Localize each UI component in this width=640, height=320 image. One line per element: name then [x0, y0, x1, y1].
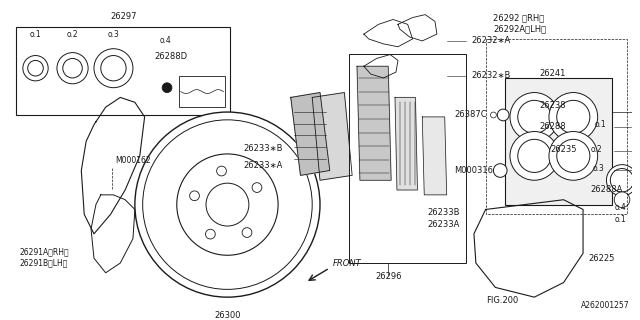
Circle shape: [493, 164, 507, 177]
Text: o.3: o.3: [593, 164, 605, 173]
Bar: [349, 53, 466, 263]
Text: 26233∗B: 26233∗B: [243, 144, 283, 153]
Circle shape: [206, 183, 249, 226]
Circle shape: [205, 229, 215, 239]
Text: o.1: o.1: [595, 120, 606, 129]
Bar: [16, 27, 230, 115]
Circle shape: [614, 192, 630, 208]
Circle shape: [497, 109, 509, 121]
Circle shape: [189, 191, 200, 201]
Text: 26296: 26296: [375, 272, 401, 281]
Polygon shape: [291, 92, 330, 175]
Circle shape: [23, 56, 48, 81]
Circle shape: [143, 120, 312, 289]
Circle shape: [549, 132, 598, 180]
Text: o.4: o.4: [159, 36, 171, 45]
Circle shape: [28, 60, 44, 76]
Text: 26241: 26241: [540, 68, 566, 77]
Text: o.2: o.2: [591, 145, 602, 154]
Circle shape: [518, 139, 551, 172]
Text: A262001257: A262001257: [581, 301, 630, 310]
Circle shape: [510, 132, 559, 180]
Circle shape: [100, 56, 126, 81]
Circle shape: [607, 165, 637, 196]
Text: 26225: 26225: [588, 254, 614, 263]
Circle shape: [557, 100, 590, 133]
Polygon shape: [312, 92, 352, 180]
Circle shape: [557, 139, 590, 172]
Circle shape: [135, 112, 320, 297]
Circle shape: [242, 228, 252, 237]
Circle shape: [94, 49, 133, 88]
Text: FRONT: FRONT: [333, 259, 362, 268]
Polygon shape: [395, 97, 417, 190]
Circle shape: [549, 92, 598, 141]
Polygon shape: [357, 66, 391, 180]
Text: 26233B: 26233B: [427, 208, 460, 217]
Text: o.1: o.1: [614, 215, 626, 224]
Circle shape: [217, 166, 227, 176]
Circle shape: [510, 92, 559, 141]
Polygon shape: [422, 117, 447, 195]
Circle shape: [177, 154, 278, 255]
Text: o.1: o.1: [29, 29, 42, 39]
Text: 26233∗A: 26233∗A: [244, 161, 283, 170]
Circle shape: [490, 112, 497, 118]
Text: 26238: 26238: [540, 101, 566, 110]
Text: o.2: o.2: [67, 29, 78, 39]
Text: 26292A〈LH〉: 26292A〈LH〉: [493, 25, 547, 34]
Circle shape: [162, 83, 172, 92]
Bar: [179, 76, 225, 107]
Text: 26291B〈LH〉: 26291B〈LH〉: [20, 259, 68, 268]
Text: 26288D: 26288D: [154, 52, 188, 61]
Circle shape: [611, 169, 634, 192]
Text: o.3: o.3: [108, 29, 119, 39]
Text: 26288A: 26288A: [591, 186, 623, 195]
Text: M000316: M000316: [454, 166, 493, 175]
Circle shape: [63, 59, 83, 78]
Circle shape: [57, 52, 88, 84]
Text: 26297: 26297: [110, 12, 136, 21]
Text: 26288: 26288: [540, 122, 566, 131]
Text: 26291A〈RH〉: 26291A〈RH〉: [20, 247, 70, 256]
Text: M000162: M000162: [115, 156, 151, 165]
Text: o.4: o.4: [614, 203, 626, 212]
Text: 26387C: 26387C: [454, 110, 487, 119]
Text: 26292 〈RH〉: 26292 〈RH〉: [493, 13, 545, 22]
Text: 26300: 26300: [214, 311, 241, 320]
Text: 26235: 26235: [550, 145, 577, 154]
Text: 26232∗A: 26232∗A: [471, 36, 510, 45]
Circle shape: [518, 100, 551, 133]
Circle shape: [252, 183, 262, 192]
Text: 26232∗B: 26232∗B: [471, 71, 510, 81]
Bar: [505, 78, 612, 204]
Text: FIG.200: FIG.200: [486, 296, 518, 305]
Text: 26233A: 26233A: [427, 220, 460, 228]
